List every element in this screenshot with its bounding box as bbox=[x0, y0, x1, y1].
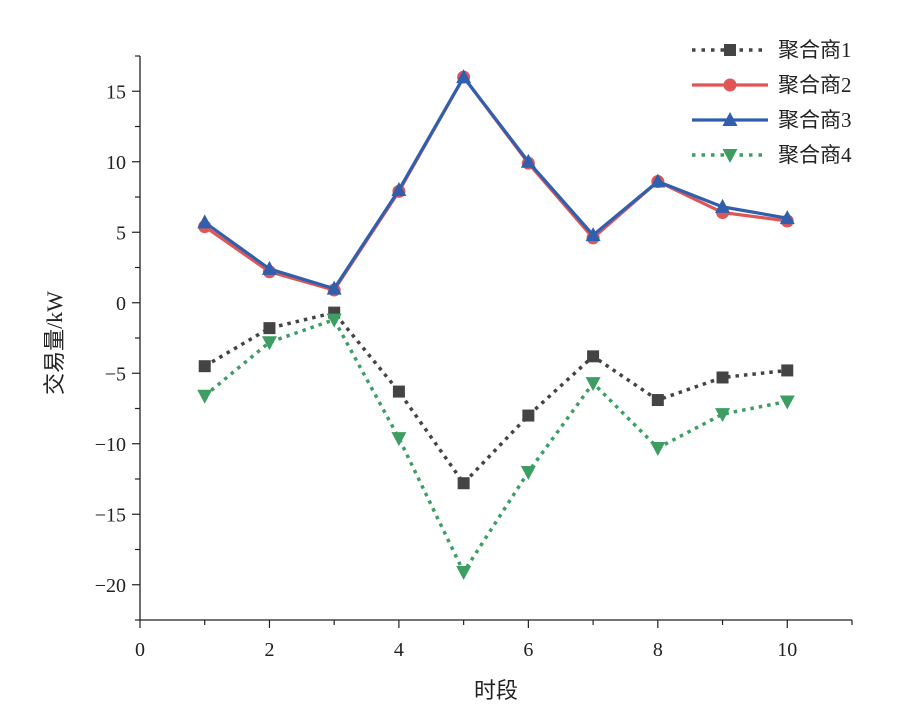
y-tick-label: −20 bbox=[95, 575, 126, 597]
series-4-point bbox=[456, 566, 472, 581]
axes: 0 2 4 6 8 10 −20 −15 −10 −5 0 5 10 15 bbox=[95, 55, 853, 661]
legend-label: 聚合商1 bbox=[778, 38, 852, 62]
series-1-point bbox=[392, 385, 405, 398]
series-layer bbox=[197, 69, 795, 581]
y-tick-label: 10 bbox=[106, 152, 126, 174]
legend-item-1: 聚合商1 bbox=[692, 38, 852, 62]
series-1-point bbox=[457, 477, 470, 490]
series-1-point bbox=[522, 409, 535, 422]
series-2-line bbox=[203, 75, 788, 292]
x-axis-title: 时段 bbox=[474, 678, 518, 703]
legend-item-2: 聚合商2 bbox=[692, 73, 852, 97]
y-tick-label: −15 bbox=[95, 504, 126, 526]
series-3-point bbox=[779, 210, 795, 225]
y-tick-label: 0 bbox=[116, 293, 126, 315]
legend-marker bbox=[723, 78, 737, 92]
series-4 bbox=[197, 313, 795, 581]
series-4-point bbox=[391, 432, 407, 447]
series-3-point bbox=[197, 214, 213, 229]
legend-label: 聚合商3 bbox=[778, 108, 852, 132]
series-1-line bbox=[203, 310, 788, 485]
series-1-point bbox=[263, 322, 276, 335]
legend-marker bbox=[722, 112, 738, 126]
legend: 聚合商1 聚合商2 聚合商3 聚合商4 bbox=[692, 38, 852, 167]
series-1 bbox=[198, 306, 794, 490]
series-3-point bbox=[391, 181, 407, 196]
x-tick-label: 0 bbox=[135, 639, 145, 661]
legend-marker bbox=[722, 149, 738, 163]
legend-label: 聚合商2 bbox=[778, 73, 852, 97]
y-tick-label: −10 bbox=[95, 434, 126, 456]
series-1-point bbox=[781, 364, 794, 377]
series-4-point bbox=[197, 389, 213, 404]
series-4-point bbox=[326, 313, 342, 328]
series-3-point bbox=[520, 153, 536, 168]
series-4-point bbox=[261, 336, 277, 351]
series-4-point bbox=[650, 441, 666, 456]
series-3-point bbox=[585, 227, 601, 242]
series-2 bbox=[198, 70, 794, 297]
series-3-point bbox=[650, 173, 666, 188]
series-1-point bbox=[198, 360, 211, 373]
x-tick-label: 6 bbox=[523, 639, 533, 661]
x-tick-label: 8 bbox=[653, 639, 663, 661]
y-axis-title: 交易量/kW bbox=[42, 291, 67, 395]
legend-item-4: 聚合商4 bbox=[692, 143, 852, 167]
legend-item-3: 聚合商3 bbox=[692, 108, 852, 132]
legend-label: 聚合商4 bbox=[778, 143, 852, 167]
y-tick-label: −5 bbox=[105, 363, 126, 385]
y-tick-label: 15 bbox=[106, 81, 126, 103]
series-3-point bbox=[326, 280, 342, 295]
series-3-point bbox=[456, 69, 472, 84]
series-4-point bbox=[520, 465, 536, 480]
series-3-point bbox=[261, 260, 277, 275]
y-tick-label: 5 bbox=[116, 222, 126, 244]
legend-marker bbox=[724, 44, 736, 56]
series-1-point bbox=[587, 350, 600, 363]
x-tick-label: 2 bbox=[264, 639, 274, 661]
series-1-point bbox=[716, 371, 729, 384]
x-tick-label: 4 bbox=[394, 639, 404, 661]
series-4-point bbox=[585, 377, 601, 392]
series-3-line bbox=[203, 75, 788, 291]
series-4-point bbox=[779, 395, 795, 410]
series-3 bbox=[197, 69, 795, 295]
series-4-point bbox=[715, 408, 731, 423]
x-tick-label: 10 bbox=[777, 639, 797, 661]
series-4-line bbox=[203, 317, 788, 574]
series-1-point bbox=[651, 394, 664, 407]
series-3-point bbox=[715, 198, 731, 213]
